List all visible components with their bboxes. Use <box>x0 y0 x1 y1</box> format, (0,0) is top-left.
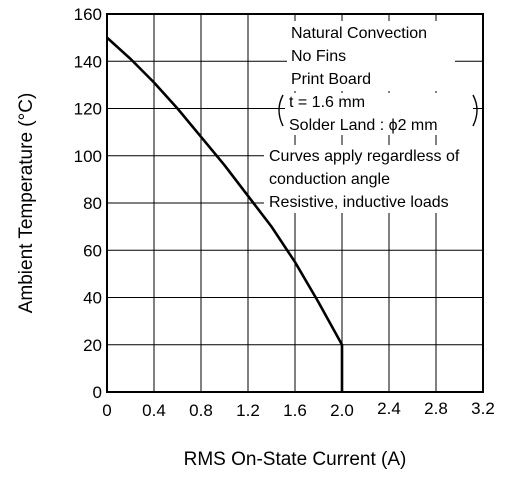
y-tick-label: 100 <box>74 147 102 166</box>
annotation-natural-convection: Natural Convection <box>291 25 427 42</box>
annotation-board-thickness: t = 1.6 mm <box>289 94 365 111</box>
right-parenthesis <box>472 94 478 127</box>
derating-curve <box>106 36 344 392</box>
grid <box>107 14 483 392</box>
annotation-curves-apply: Curves apply regardless of <box>269 148 460 165</box>
y-tick-label: 140 <box>74 52 102 71</box>
y-tick-label: 40 <box>83 289 102 308</box>
x-tick-label: 2.4 <box>377 399 401 418</box>
y-tick-label: 0 <box>93 383 102 402</box>
y-axis-title: Ambient Temperature (°C) <box>16 93 37 314</box>
x-tick-label: 0.8 <box>189 401 213 420</box>
annotation-print-board: Print Board <box>291 71 371 88</box>
annotation-background <box>285 93 473 135</box>
x-tick-label: 0 <box>102 401 111 420</box>
annotation-background <box>287 21 455 91</box>
plot-frame <box>106 13 484 393</box>
x-tick-label: 1.6 <box>283 401 307 420</box>
annotation-solder-land: Solder Land : ϕ2 mm <box>289 117 438 134</box>
y-tick-label: 60 <box>83 241 102 260</box>
left-parenthesis <box>278 94 284 127</box>
x-tick-label: 2.8 <box>424 399 448 418</box>
x-tick-label: 1.2 <box>236 401 260 420</box>
annotation-conduction-angle: conduction angle <box>269 171 390 188</box>
annotations: Natural Convection No Fins Print Board t… <box>269 25 478 211</box>
x-tick-label: 0.4 <box>142 401 166 420</box>
annotation-background <box>264 145 482 213</box>
annotation-no-fins: No Fins <box>291 48 346 65</box>
y-tick-label: 160 <box>74 5 102 24</box>
y-tick-label: 20 <box>83 336 102 355</box>
x-tick-label: 3.2 <box>471 399 495 418</box>
annotation-resistive-loads: Resistive, inductive loads <box>269 194 449 211</box>
x-axis-title: RMS On-State Current (A) <box>184 449 407 470</box>
y-tick-label: 120 <box>74 100 102 119</box>
x-tick-label: 2.0 <box>330 401 354 420</box>
y-tick-label: 80 <box>83 194 102 213</box>
tick-labels: 0 0.4 0.8 1.2 1.6 2.0 2.4 2.8 3.2 0 20 40 60 80 100 120… <box>74 5 495 420</box>
